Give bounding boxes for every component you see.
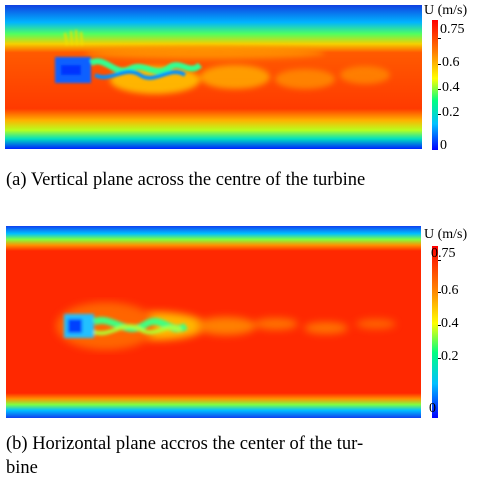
velocity-field-vertical-plot bbox=[5, 5, 422, 149]
caption-b-line2: bine bbox=[6, 458, 38, 478]
colorbar-a-tickmark bbox=[438, 114, 441, 115]
colorbar-a-tick: 0 bbox=[440, 138, 447, 153]
colorbar-a bbox=[432, 20, 438, 150]
velocity-field-vertical bbox=[5, 5, 422, 149]
panel-a: U (m/s) 0.75 0.6 0.4 0.2 0 (a) Vertical … bbox=[0, 0, 485, 200]
colorbar-a-tick: 0.4 bbox=[442, 80, 460, 95]
colorbar-a-tick: 0.75 bbox=[440, 22, 465, 37]
colorbar-a-tickmark bbox=[438, 64, 441, 65]
panel-b: U (m/s) 0.75 0.6 0.4 0.2 0 (b) Horizonta… bbox=[0, 220, 485, 484]
colorbar-b-tick: 0.4 bbox=[441, 316, 459, 331]
colorbar-b-tickmark bbox=[438, 260, 441, 261]
colorbar-b-title: U (m/s) bbox=[424, 227, 468, 242]
colorbar-b-tick: 0 bbox=[429, 401, 436, 416]
colorbar-a-tickmark bbox=[438, 89, 441, 90]
colorbar-b-tick: 0.6 bbox=[441, 283, 459, 298]
caption-b-line1: (b) Horizontal plane accros the center o… bbox=[6, 434, 364, 454]
colorbar-a-tickmark bbox=[438, 38, 441, 39]
colorbar-b-tick: 0.75 bbox=[431, 246, 456, 261]
colorbar-a-tick: 0.2 bbox=[442, 105, 460, 120]
velocity-field-horizontal bbox=[6, 226, 421, 418]
colorbar-b-tickmark bbox=[438, 325, 441, 326]
colorbar-b-tickmark bbox=[438, 292, 441, 293]
colorbar-a-tick: 0.6 bbox=[442, 55, 460, 70]
colorbar-a-title: U (m/s) bbox=[424, 3, 468, 18]
colorbar-b bbox=[432, 246, 438, 418]
caption-a: (a) Vertical plane across the centre of … bbox=[6, 170, 366, 190]
colorbar-b-tick: 0.2 bbox=[441, 349, 459, 364]
velocity-field-horizontal-plot bbox=[6, 226, 421, 418]
colorbar-b-tickmark bbox=[438, 358, 441, 359]
